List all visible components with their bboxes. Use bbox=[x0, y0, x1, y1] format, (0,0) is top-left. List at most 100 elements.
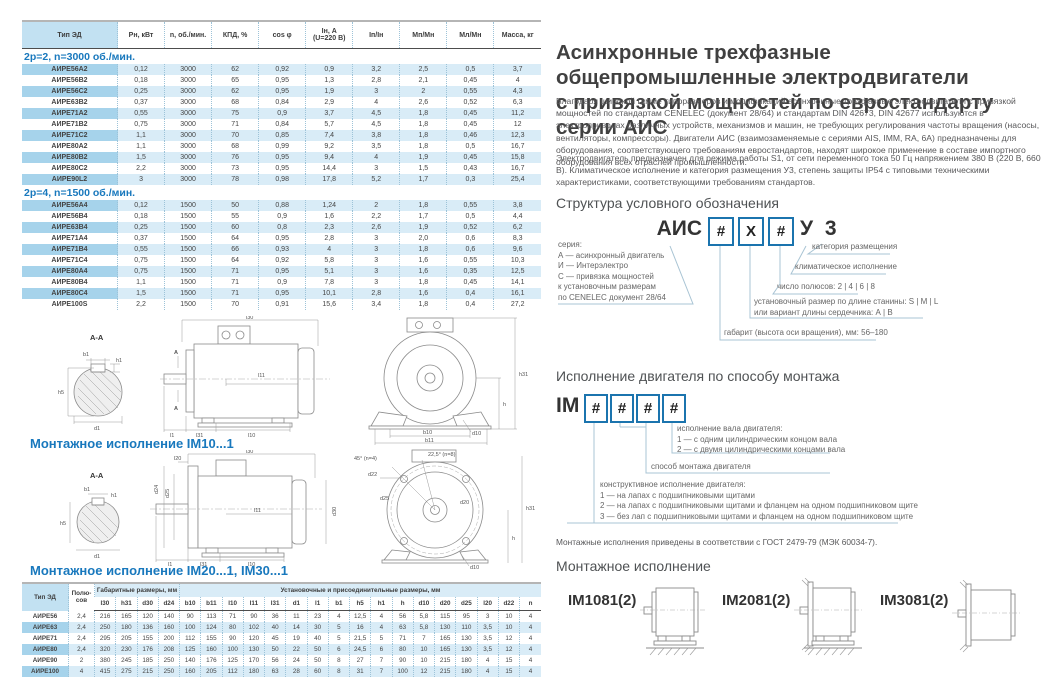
mount-exec-label-1: IM1081(2) bbox=[568, 592, 637, 609]
column-header: Рн, кВт bbox=[116, 21, 165, 49]
value-cell: 415 bbox=[93, 666, 116, 677]
dim-label: h31 bbox=[526, 506, 535, 512]
column-header: b10 bbox=[178, 597, 201, 611]
column-header: l31 bbox=[263, 597, 286, 611]
value-cell: 0,4 bbox=[446, 299, 494, 310]
value-cell: 4 bbox=[519, 610, 541, 622]
value-cell: 160 bbox=[200, 644, 222, 655]
value-cell: 3000 bbox=[164, 86, 212, 97]
value-cell: 1500 bbox=[164, 222, 212, 233]
value-cell: 4 bbox=[519, 655, 541, 666]
value-cell: 155 bbox=[136, 633, 159, 644]
value-cell: 24,5 bbox=[348, 644, 371, 655]
value-cell: 113 bbox=[200, 610, 222, 622]
value-cell: 2,8 bbox=[352, 75, 400, 86]
value-cell: 10 bbox=[497, 622, 520, 633]
value-cell: 50 bbox=[211, 200, 259, 211]
column-header: cos φ bbox=[258, 21, 306, 49]
value-cell: 70 bbox=[211, 130, 259, 141]
motor-type-cell: АИРЕ80В4 bbox=[51, 279, 88, 286]
table-row: АИРЕ80С4 1,5 1500 71 0,95 10,1 2,8 1,6 0,4 16,1 bbox=[22, 288, 541, 299]
value-cell: 0,25 bbox=[116, 222, 165, 233]
motor-type-cell: АИРЕ71В4 bbox=[22, 244, 118, 255]
dim-label: d25 bbox=[380, 496, 389, 502]
value-cell: 24 bbox=[285, 655, 307, 666]
shaft-section-drawing-2: А-А b1 h1 h5 d1 bbox=[60, 471, 120, 560]
value-cell: 60 bbox=[211, 222, 259, 233]
value-cell: 0,43 bbox=[446, 163, 494, 174]
value-cell: 11,2 bbox=[493, 108, 541, 119]
value-cell: 62 bbox=[211, 64, 259, 75]
dim-label: h1 bbox=[116, 358, 122, 364]
value-cell: 28 bbox=[285, 666, 307, 677]
value-cell: 4 bbox=[68, 666, 95, 677]
designation-heading: Структура условного обозначения bbox=[556, 195, 779, 211]
motor-side-view-1: l30 l11 l1 l31 l10 А А bbox=[160, 316, 330, 438]
value-cell: 3,5 bbox=[476, 644, 499, 655]
value-cell: 0,6 bbox=[446, 233, 494, 244]
value-cell: 64 bbox=[211, 233, 259, 244]
dim-label: l1 bbox=[168, 562, 172, 566]
value-cell: 1,6 bbox=[399, 266, 447, 277]
value-cell: 15,8 bbox=[493, 152, 541, 163]
value-cell: 205 bbox=[115, 633, 137, 644]
value-cell: 4 bbox=[370, 622, 392, 633]
value-cell: 2,2 bbox=[352, 211, 400, 222]
value-cell: 2,4 bbox=[68, 610, 95, 622]
im10-heading: Монтажное исполнение IM10...1 bbox=[30, 436, 234, 451]
value-cell: 0,55 bbox=[446, 255, 494, 266]
value-cell: 0,75 bbox=[116, 119, 165, 130]
column-header: b11 bbox=[200, 597, 222, 611]
value-cell: 3,5 bbox=[476, 633, 499, 644]
value-cell: 1,7 bbox=[399, 211, 447, 222]
value-cell: 11 bbox=[285, 610, 307, 622]
value-cell: 295 bbox=[93, 633, 116, 644]
value-cell: 0,45 bbox=[446, 108, 494, 119]
value-cell: 0,9 bbox=[258, 108, 306, 119]
value-cell: 6,3 bbox=[493, 97, 541, 108]
value-cell: 160 bbox=[157, 622, 180, 633]
value-cell: 1,1 bbox=[116, 130, 165, 141]
value-cell: 0,55 bbox=[116, 108, 165, 119]
value-cell: 2,4 bbox=[68, 633, 95, 644]
value-cell: 3,4 bbox=[352, 299, 400, 310]
value-cell: 95 bbox=[455, 610, 477, 622]
value-cell: 3,7 bbox=[493, 64, 541, 75]
value-cell: 120 bbox=[242, 633, 265, 644]
value-cell: 200 bbox=[157, 633, 180, 644]
value-cell: 4 bbox=[519, 666, 541, 677]
value-cell: 68 bbox=[211, 141, 259, 152]
value-cell: 3,8 bbox=[493, 200, 541, 211]
dim-label: l31 bbox=[196, 433, 203, 438]
value-cell: 0,3 bbox=[446, 174, 494, 185]
value-cell: 140 bbox=[157, 610, 180, 622]
value-cell: 80 bbox=[391, 644, 414, 655]
dim-label: h bbox=[512, 536, 515, 542]
dim-label: b11 bbox=[425, 438, 434, 444]
value-cell: 22 bbox=[285, 644, 307, 655]
value-cell: 250 bbox=[157, 655, 180, 666]
value-cell: 50 bbox=[306, 644, 329, 655]
value-cell: 7 bbox=[370, 655, 392, 666]
value-cell: 100 bbox=[391, 666, 414, 677]
value-cell: 90 bbox=[178, 610, 201, 622]
value-cell: 0,92 bbox=[258, 64, 306, 75]
value-cell: 0,55 bbox=[446, 200, 494, 211]
value-cell: 215 bbox=[433, 666, 456, 677]
value-cell: 56 bbox=[263, 655, 286, 666]
dim-label: 45° (n=4) bbox=[354, 456, 377, 462]
group-header: Установочные и присоединительные размеры… bbox=[179, 583, 541, 597]
value-cell: 45 bbox=[263, 633, 286, 644]
value-cell: 3 bbox=[476, 610, 499, 622]
value-cell: 36 bbox=[263, 610, 286, 622]
value-cell: 73 bbox=[211, 163, 259, 174]
value-cell: 0,9 bbox=[305, 64, 353, 75]
value-cell: 3000 bbox=[164, 108, 212, 119]
shaft-section-drawing-1: А-А b1 h1 h5 d1 bbox=[58, 333, 123, 432]
group-header: Габаритные размеры, мм bbox=[94, 583, 180, 597]
table-row: АИРЕ100S 2,2 1500 70 0,91 15,6 3,4 1,8 0,4 27,2 bbox=[22, 299, 541, 310]
series-legend: серия: А — асинхронный двигатель И — Инт… bbox=[558, 240, 666, 302]
value-cell: 1,3 bbox=[305, 75, 353, 86]
value-cell: 3 bbox=[352, 255, 400, 266]
value-cell: 0,95 bbox=[258, 266, 306, 277]
